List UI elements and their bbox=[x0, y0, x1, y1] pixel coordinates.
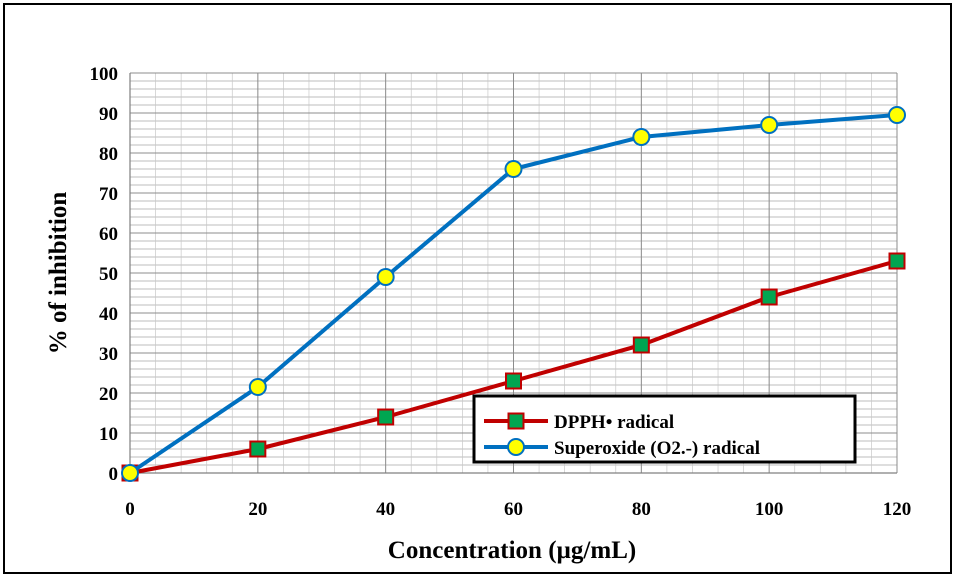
y-tick-label: 40 bbox=[99, 304, 118, 325]
legend-label: Superoxide (O2.-) radical bbox=[554, 438, 760, 459]
x-tick-label: 120 bbox=[883, 499, 912, 520]
x-axis-title: Concentration (µg/mL) bbox=[388, 537, 636, 564]
x-tick-label: 60 bbox=[504, 499, 523, 520]
legend: DPPH• radical Superoxide (O2.-) radical bbox=[472, 394, 857, 464]
y-axis-title: % of inhibition bbox=[45, 192, 72, 355]
y-tick-label: 30 bbox=[99, 344, 118, 365]
data-point-circle bbox=[632, 128, 651, 146]
y-tick-label: 70 bbox=[99, 184, 118, 205]
data-point-square bbox=[888, 252, 906, 270]
data-point-circle bbox=[760, 116, 779, 134]
data-point-circle bbox=[376, 268, 395, 286]
y-tick-label: 10 bbox=[99, 424, 118, 445]
x-tick-label: 100 bbox=[755, 499, 784, 520]
x-tick-label: 20 bbox=[248, 499, 267, 520]
y-tick-labels: 0 10 20 30 40 50 60 70 80 90 100 bbox=[90, 64, 119, 485]
axes bbox=[129, 73, 897, 474]
series-0 bbox=[121, 252, 906, 482]
legend-marker-circle bbox=[507, 438, 525, 456]
y-tick-label: 80 bbox=[99, 144, 118, 165]
x-tick-labels: 0 20 40 60 80 100 120 bbox=[125, 499, 911, 520]
data-point-circle bbox=[888, 106, 906, 124]
legend-label: DPPH• radical bbox=[554, 412, 674, 433]
data-point-square bbox=[505, 372, 522, 390]
data-point-square bbox=[632, 336, 650, 354]
series-layer bbox=[121, 106, 906, 482]
series-1 bbox=[121, 106, 906, 482]
y-tick-label: 0 bbox=[109, 464, 119, 485]
data-point-square bbox=[760, 288, 778, 306]
data-point-square bbox=[377, 408, 395, 426]
y-tick-label: 60 bbox=[99, 224, 118, 245]
x-tick-label: 40 bbox=[376, 499, 395, 520]
data-point-circle bbox=[504, 160, 523, 178]
y-tick-label: 50 bbox=[99, 264, 118, 285]
y-tick-label: 100 bbox=[90, 64, 119, 85]
x-tick-label: 0 bbox=[125, 499, 135, 520]
data-point-square bbox=[249, 440, 267, 458]
x-tick-label: 80 bbox=[632, 499, 651, 520]
data-point-circle bbox=[121, 464, 139, 482]
y-tick-label: 20 bbox=[99, 384, 118, 405]
y-tick-label: 90 bbox=[99, 104, 118, 125]
legend-box bbox=[472, 394, 857, 464]
legend-marker-square bbox=[507, 412, 525, 430]
data-point-circle bbox=[248, 378, 267, 396]
